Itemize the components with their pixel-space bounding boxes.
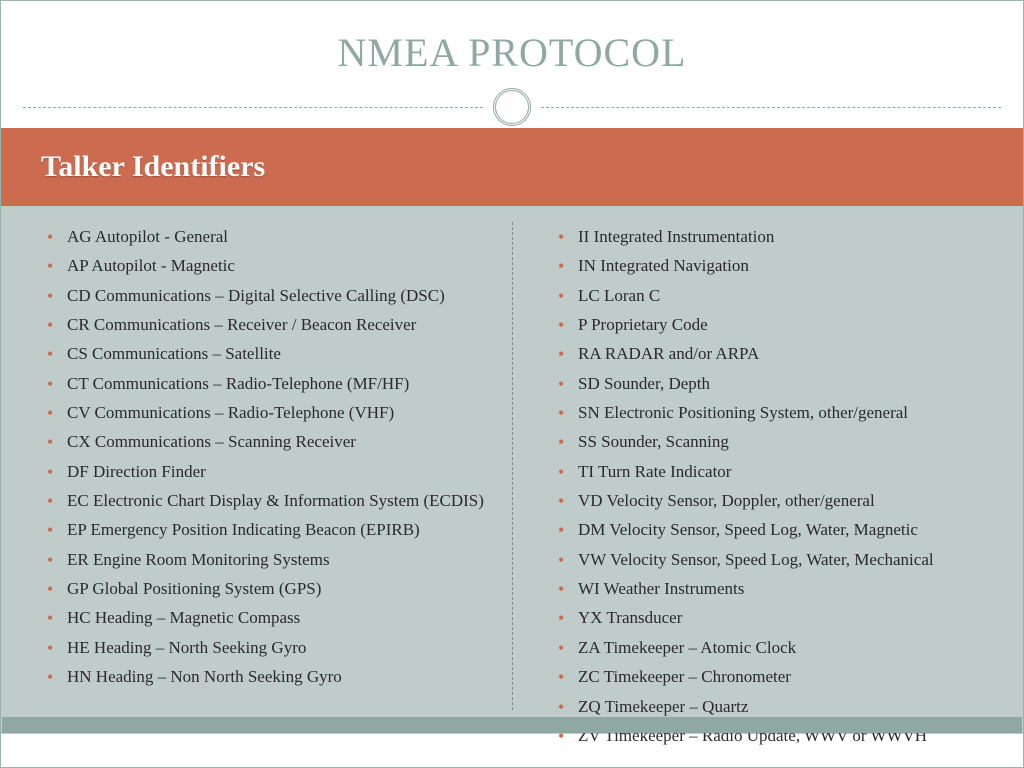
list-item: VD Velocity Sensor, Doppler, other/gener… <box>556 488 995 514</box>
slide-subtitle: Talker Identifiers <box>41 150 983 184</box>
divider-left <box>23 107 483 108</box>
list-item: EP Emergency Position Indicating Beacon … <box>45 517 484 543</box>
list-item: CT Communications – Radio-Telephone (MF/… <box>45 371 484 397</box>
list-item: IN Integrated Navigation <box>556 253 995 279</box>
right-column: II Integrated Instrumentation IN Integrat… <box>512 206 1023 734</box>
list-item: CV Communications – Radio-Telephone (VHF… <box>45 400 484 426</box>
list-item: SS Sounder, Scanning <box>556 429 995 455</box>
title-area: NMEA PROTOCOL <box>1 1 1023 88</box>
list-item: LC Loran C <box>556 283 995 309</box>
list-item: P Proprietary Code <box>556 312 995 338</box>
list-item: ZQ Timekeeper – Quartz <box>556 694 995 720</box>
left-list: AG Autopilot - General AP Autopilot - Mag… <box>45 224 484 691</box>
list-item: SN Electronic Positioning System, other/… <box>556 400 995 426</box>
slide-title: NMEA PROTOCOL <box>1 29 1023 76</box>
list-item: CD Communications – Digital Selective Ca… <box>45 283 484 309</box>
list-item: CR Communications – Receiver / Beacon Re… <box>45 312 484 338</box>
list-item: HC Heading – Magnetic Compass <box>45 605 484 631</box>
list-item: ZA Timekeeper – Atomic Clock <box>556 635 995 661</box>
list-item: RA RADAR and/or ARPA <box>556 341 995 367</box>
list-item: ER Engine Room Monitoring Systems <box>45 547 484 573</box>
list-item: HE Heading – North Seeking Gyro <box>45 635 484 661</box>
title-divider <box>1 88 1023 128</box>
list-item: YX Transducer <box>556 605 995 631</box>
right-list: II Integrated Instrumentation IN Integrat… <box>556 224 995 749</box>
list-item: SD Sounder, Depth <box>556 371 995 397</box>
list-item: HN Heading – Non North Seeking Gyro <box>45 664 484 690</box>
list-item: CX Communications – Scanning Receiver <box>45 429 484 455</box>
content-area: AG Autopilot - General AP Autopilot - Mag… <box>1 206 1023 734</box>
subtitle-bar: Talker Identifiers <box>1 128 1023 206</box>
list-item: DM Velocity Sensor, Speed Log, Water, Ma… <box>556 517 995 543</box>
slide-container: NMEA PROTOCOL Talker Identifiers AG Auto… <box>0 0 1024 768</box>
divider-right <box>541 107 1001 108</box>
column-separator <box>512 222 513 710</box>
list-item: CS Communications – Satellite <box>45 341 484 367</box>
list-item: VW Velocity Sensor, Speed Log, Water, Me… <box>556 547 995 573</box>
list-item: EC Electronic Chart Display & Informatio… <box>45 488 484 514</box>
list-item: AG Autopilot - General <box>45 224 484 250</box>
list-item: II Integrated Instrumentation <box>556 224 995 250</box>
list-item: DF Direction Finder <box>45 459 484 485</box>
footer-strip <box>2 717 1022 733</box>
list-item: GP Global Positioning System (GPS) <box>45 576 484 602</box>
list-item: TI Turn Rate Indicator <box>556 459 995 485</box>
circle-ornament-icon <box>493 88 531 126</box>
left-column: AG Autopilot - General AP Autopilot - Mag… <box>1 206 512 734</box>
list-item: AP Autopilot - Magnetic <box>45 253 484 279</box>
list-item: WI Weather Instruments <box>556 576 995 602</box>
list-item: ZC Timekeeper – Chronometer <box>556 664 995 690</box>
